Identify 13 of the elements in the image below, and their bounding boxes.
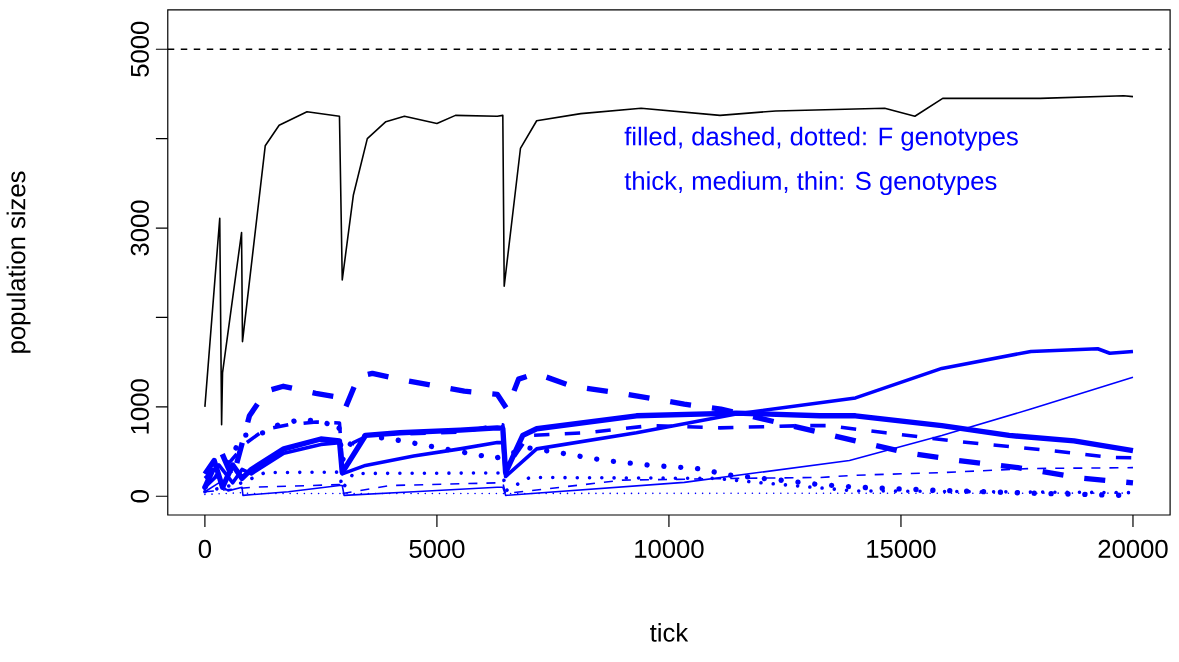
y-tick-label: 1000 <box>130 379 149 434</box>
x-tick-label: 15000 <box>867 540 936 559</box>
y-tick-label: 3000 <box>130 200 149 256</box>
x-tick-label: 5000 <box>409 540 465 559</box>
annotation: thick, medium, thin: S genotypes <box>624 171 997 196</box>
y-tick-label: 5000 <box>130 21 149 77</box>
x-tick-label: 10000 <box>635 540 704 559</box>
annotation: filled, dashed, dotted: F genotypes <box>624 126 1018 151</box>
x-axis-title: tick <box>650 623 689 643</box>
y-axis-title: population sizes <box>6 171 31 353</box>
x-tick-label: 20000 <box>1098 540 1168 559</box>
x-tick-label: 0 <box>198 540 212 559</box>
y-tick-label: 0 <box>130 490 149 503</box>
